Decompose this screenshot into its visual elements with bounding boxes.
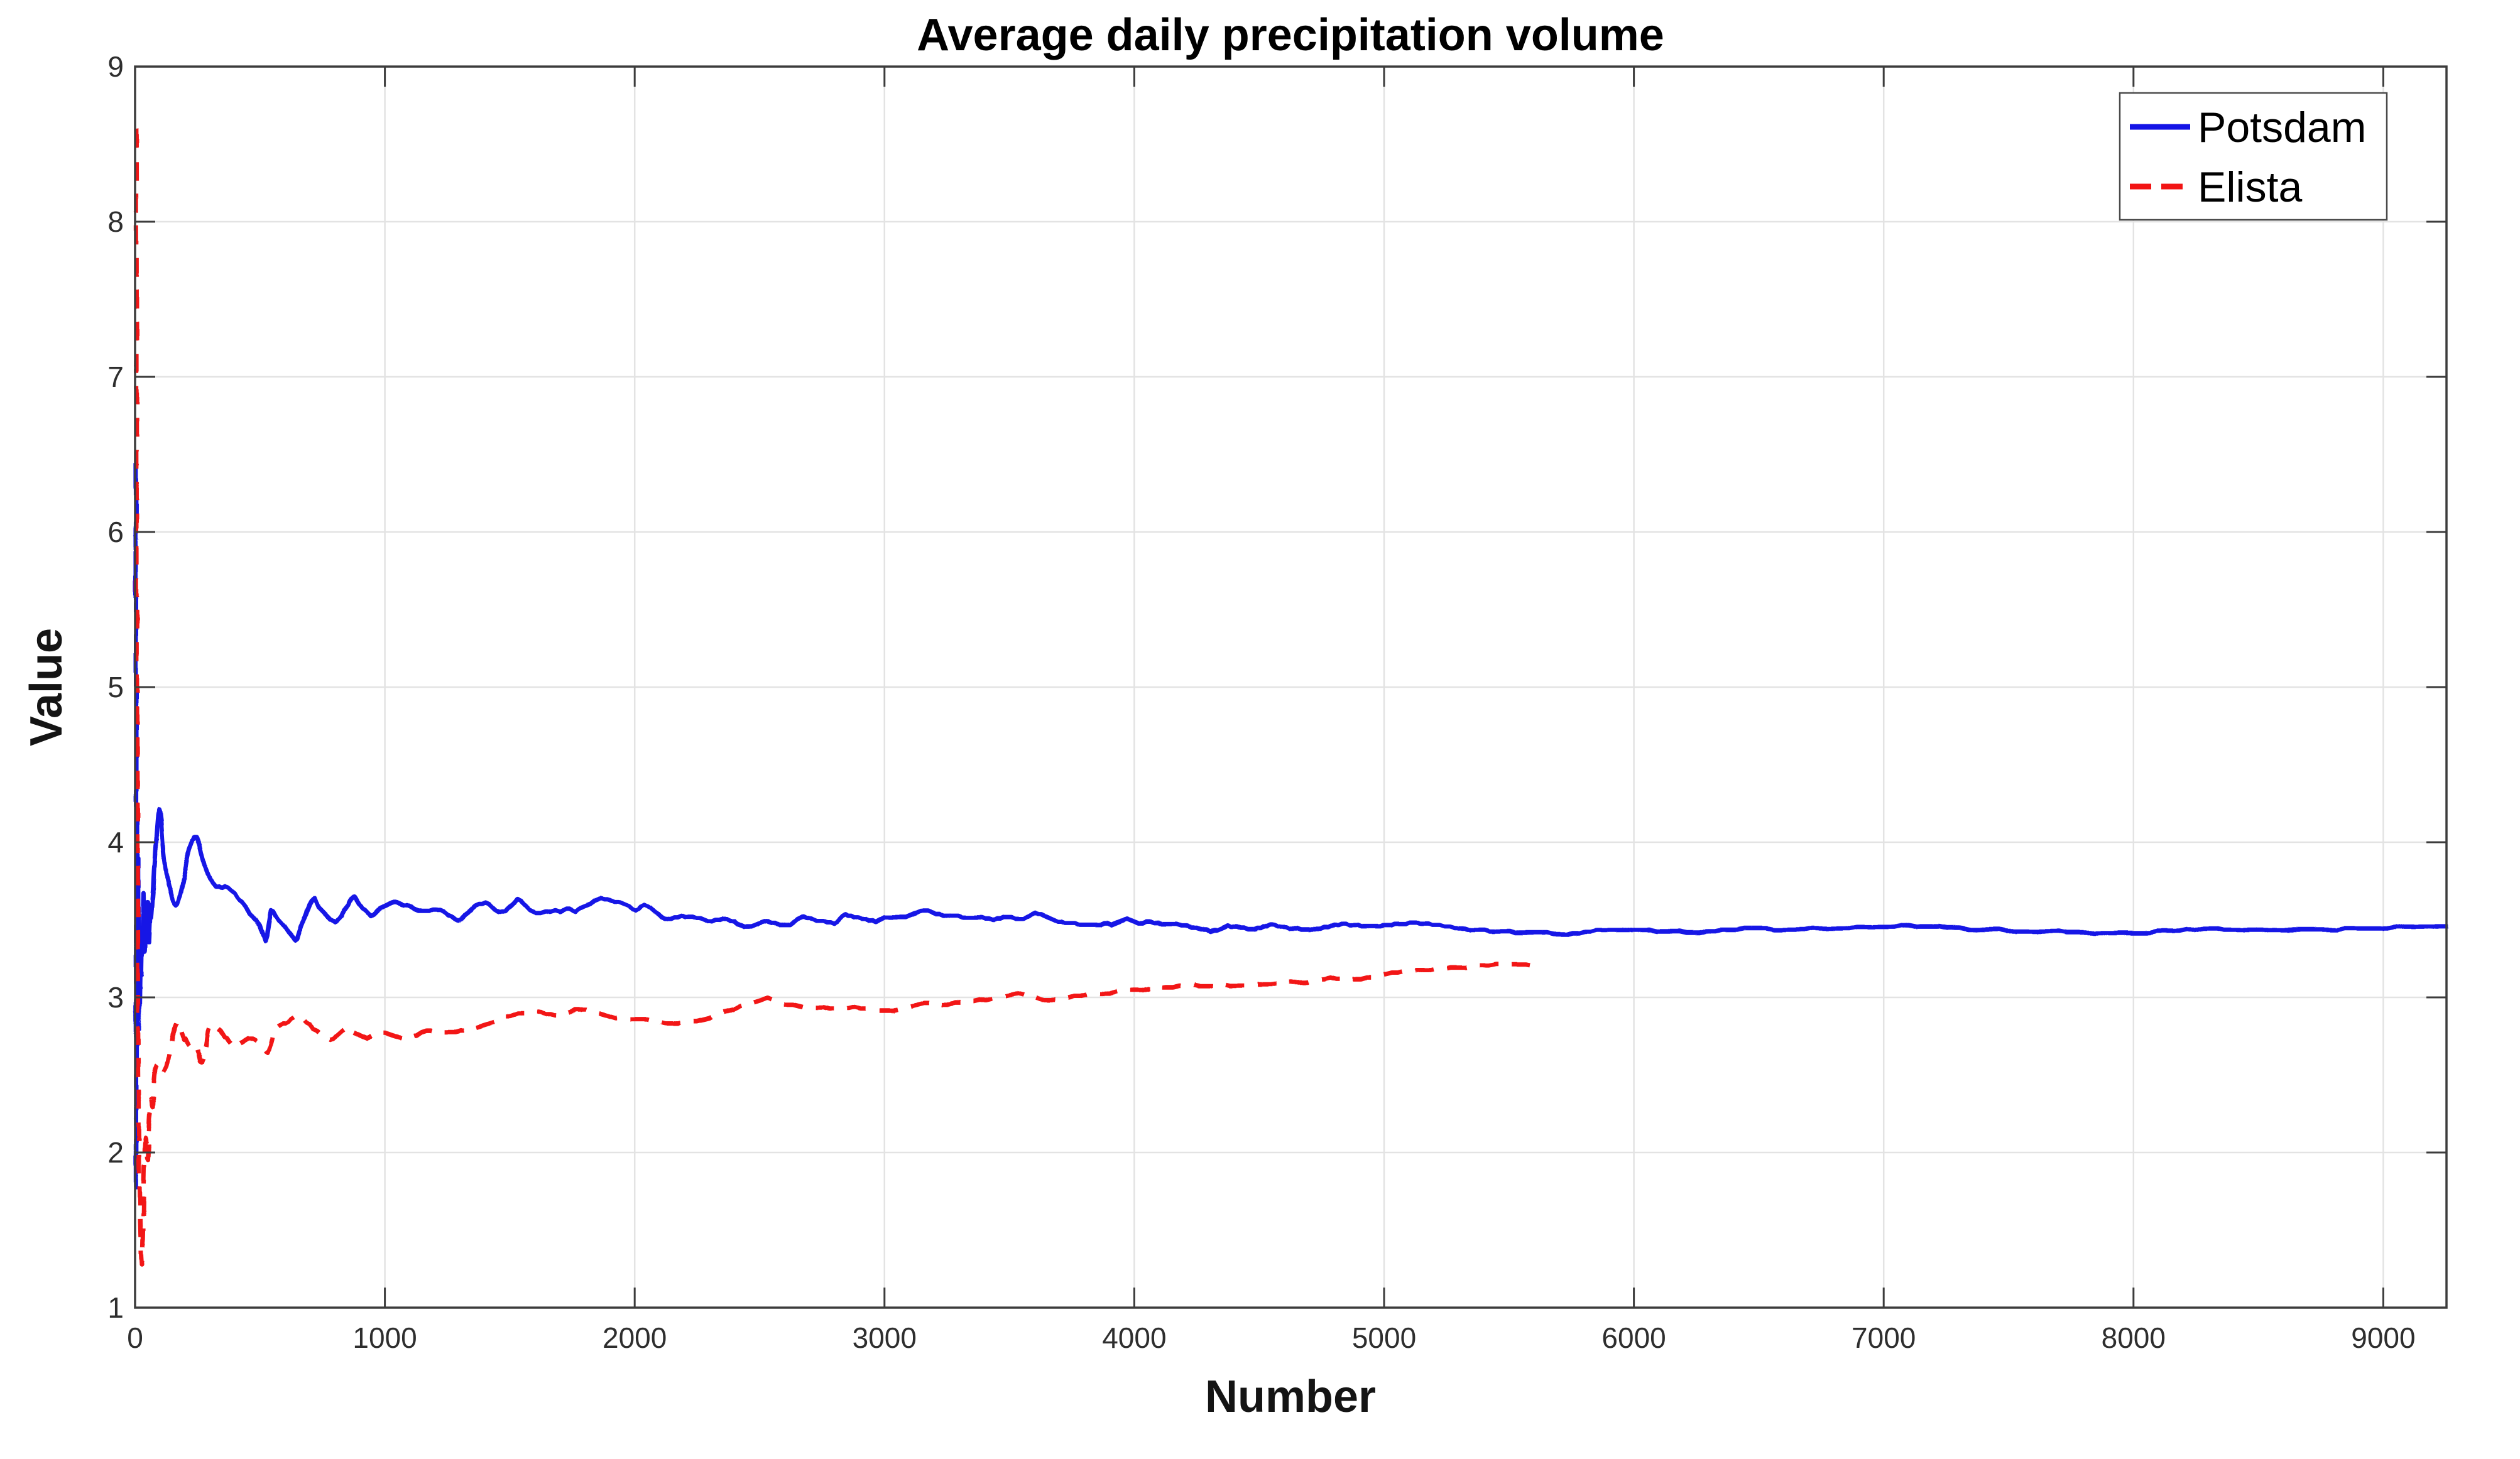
x-tick-label: 0 xyxy=(127,1321,143,1354)
y-tick-label: 9 xyxy=(107,50,124,83)
legend: Potsdam Elista xyxy=(2119,92,2388,221)
x-tick-label: 2000 xyxy=(603,1321,667,1354)
x-tick-label: 1000 xyxy=(352,1321,417,1354)
x-tick-label: 8000 xyxy=(2102,1321,2166,1354)
elista-line xyxy=(133,128,1540,1267)
y-tick-label: 6 xyxy=(107,516,124,548)
gridlines xyxy=(135,67,2446,1308)
series-lines xyxy=(133,128,2447,1267)
y-axis-label: Value xyxy=(21,628,72,746)
y-tick-labels: 1 2 3 4 5 6 7 8 9 xyxy=(107,50,124,1324)
legend-box xyxy=(2119,92,2388,221)
y-tick-label: 4 xyxy=(107,826,124,859)
x-axis-label: Number xyxy=(1205,1372,1376,1422)
legend-label-elista: Elista xyxy=(2198,163,2302,211)
x-tick-labels: 0 1000 2000 3000 4000 5000 6000 7000 8000 9000 xyxy=(127,1321,2415,1354)
legend-label-potsdam: Potsdam xyxy=(2198,104,2366,151)
y-tick-label: 5 xyxy=(107,671,124,703)
y-tick-label: 8 xyxy=(107,205,124,238)
axes-box xyxy=(134,65,2448,1309)
potsdam-line xyxy=(133,462,2447,1189)
x-tick-label: 7000 xyxy=(1852,1321,1916,1354)
chart-title: Average daily precipitation volume xyxy=(917,10,1664,60)
x-tick-label: 5000 xyxy=(1352,1321,1416,1354)
y-tick-label: 2 xyxy=(107,1136,124,1169)
x-tick-label: 6000 xyxy=(1601,1321,1666,1354)
y-tick-label: 1 xyxy=(107,1291,124,1324)
x-tick-label: 4000 xyxy=(1102,1321,1166,1354)
y-tick-label: 7 xyxy=(107,361,124,393)
x-tick-label: 9000 xyxy=(2351,1321,2415,1354)
y-tick-label: 3 xyxy=(107,981,124,1014)
x-tick-label: 3000 xyxy=(853,1321,917,1354)
